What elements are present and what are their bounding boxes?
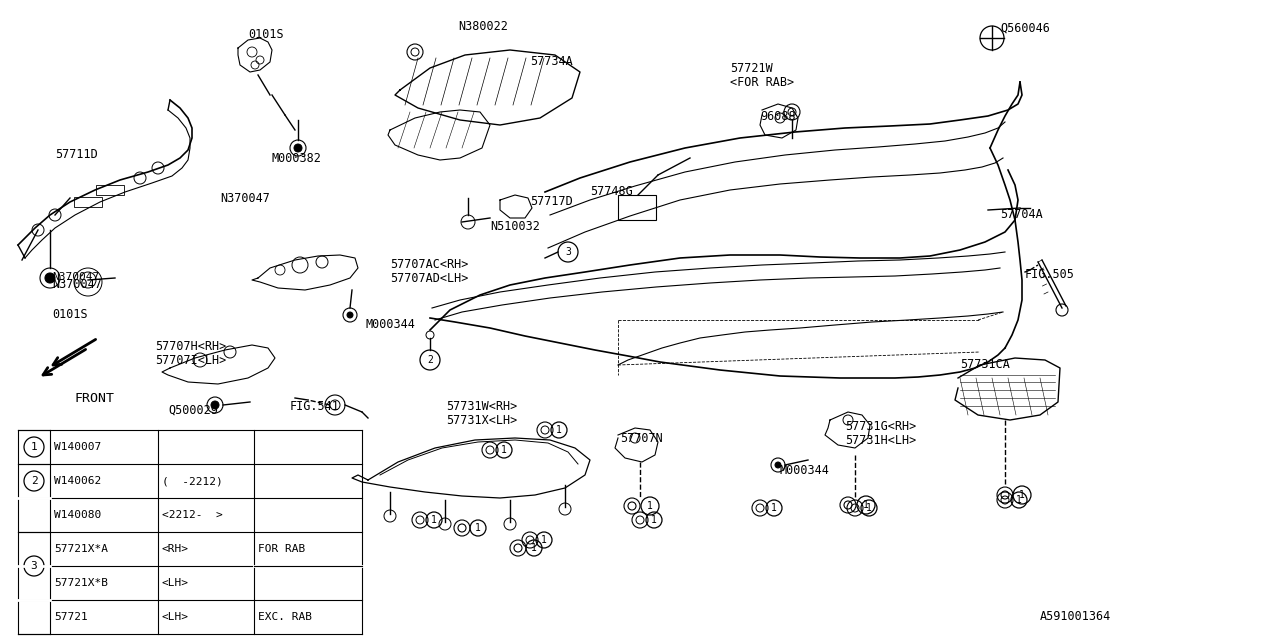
Text: 1: 1 — [531, 543, 536, 553]
Text: W140080: W140080 — [54, 510, 101, 520]
Text: 57707H<RH>: 57707H<RH> — [155, 340, 227, 353]
Text: N510032: N510032 — [490, 220, 540, 233]
Text: 57731G<RH>: 57731G<RH> — [845, 420, 916, 433]
Text: 57731H<LH>: 57731H<LH> — [845, 434, 916, 447]
Text: FIG.541: FIG.541 — [291, 400, 340, 413]
Text: 57704A: 57704A — [1000, 208, 1043, 221]
Text: 57707I<LH>: 57707I<LH> — [155, 354, 227, 367]
Text: 57748G: 57748G — [590, 185, 632, 198]
Text: W140062: W140062 — [54, 476, 101, 486]
Text: EXC. RAB: EXC. RAB — [259, 612, 312, 622]
Text: FIG.505: FIG.505 — [1025, 268, 1075, 281]
Text: 0101S: 0101S — [52, 308, 87, 321]
Text: <2212-  >: <2212- > — [163, 510, 223, 520]
Circle shape — [774, 462, 781, 468]
Circle shape — [347, 312, 353, 318]
Text: 1: 1 — [556, 425, 562, 435]
Bar — [96, 185, 124, 195]
Text: 57707AD<LH>: 57707AD<LH> — [390, 272, 468, 285]
Text: 1: 1 — [648, 501, 653, 511]
Text: Q500029: Q500029 — [168, 404, 218, 417]
Text: 0101S: 0101S — [248, 28, 284, 41]
Text: 96088: 96088 — [760, 110, 796, 123]
Text: N380022: N380022 — [458, 20, 508, 33]
Text: 1: 1 — [31, 442, 37, 452]
Text: N370047: N370047 — [220, 192, 270, 205]
Text: 1: 1 — [541, 535, 547, 545]
Text: 57721X*B: 57721X*B — [54, 578, 108, 588]
Text: M000382: M000382 — [273, 152, 321, 165]
Text: 2: 2 — [31, 476, 37, 486]
Text: M000344: M000344 — [780, 464, 829, 477]
Text: 3: 3 — [31, 561, 37, 571]
Text: M000344: M000344 — [365, 318, 415, 331]
Text: 1: 1 — [500, 445, 507, 455]
Text: 1: 1 — [867, 503, 872, 513]
Text: N370047: N370047 — [52, 278, 102, 291]
Text: 57711D: 57711D — [55, 148, 97, 161]
Text: W140007: W140007 — [54, 442, 101, 452]
Text: A591001364: A591001364 — [1039, 610, 1111, 623]
Text: 57731CA: 57731CA — [960, 358, 1010, 371]
Text: 1: 1 — [1016, 495, 1021, 505]
Text: 57731X<LH>: 57731X<LH> — [445, 414, 517, 427]
Text: 57707AC<RH>: 57707AC<RH> — [390, 258, 468, 271]
Text: N370047: N370047 — [52, 272, 100, 282]
Text: <LH>: <LH> — [163, 612, 189, 622]
Text: (  -2212): ( -2212) — [163, 476, 223, 486]
Text: 1: 1 — [771, 503, 777, 513]
Text: 57717D: 57717D — [530, 195, 572, 208]
Text: 57707N: 57707N — [620, 432, 663, 445]
Text: 2: 2 — [428, 355, 433, 365]
Text: FRONT: FRONT — [76, 392, 115, 405]
Text: 1: 1 — [863, 500, 869, 510]
Text: Q560046: Q560046 — [1000, 22, 1050, 35]
Text: 57721X*A: 57721X*A — [54, 544, 108, 554]
Text: 1: 1 — [652, 515, 657, 525]
Bar — [74, 197, 102, 207]
Text: 57721: 57721 — [54, 612, 88, 622]
Text: 3: 3 — [564, 247, 571, 257]
Circle shape — [45, 273, 55, 283]
Text: <FOR RAB>: <FOR RAB> — [730, 76, 794, 89]
Text: <RH>: <RH> — [163, 544, 189, 554]
Text: 1: 1 — [1019, 490, 1025, 500]
Text: 1: 1 — [431, 515, 436, 525]
Text: 57731W<RH>: 57731W<RH> — [445, 400, 517, 413]
Bar — [618, 195, 657, 220]
Text: FOR RAB: FOR RAB — [259, 544, 305, 554]
Circle shape — [294, 144, 302, 152]
Circle shape — [211, 401, 219, 409]
Text: <LH>: <LH> — [163, 578, 189, 588]
Text: 57721W: 57721W — [730, 62, 773, 75]
Text: 57734A: 57734A — [530, 55, 572, 68]
Text: 1: 1 — [475, 523, 481, 533]
